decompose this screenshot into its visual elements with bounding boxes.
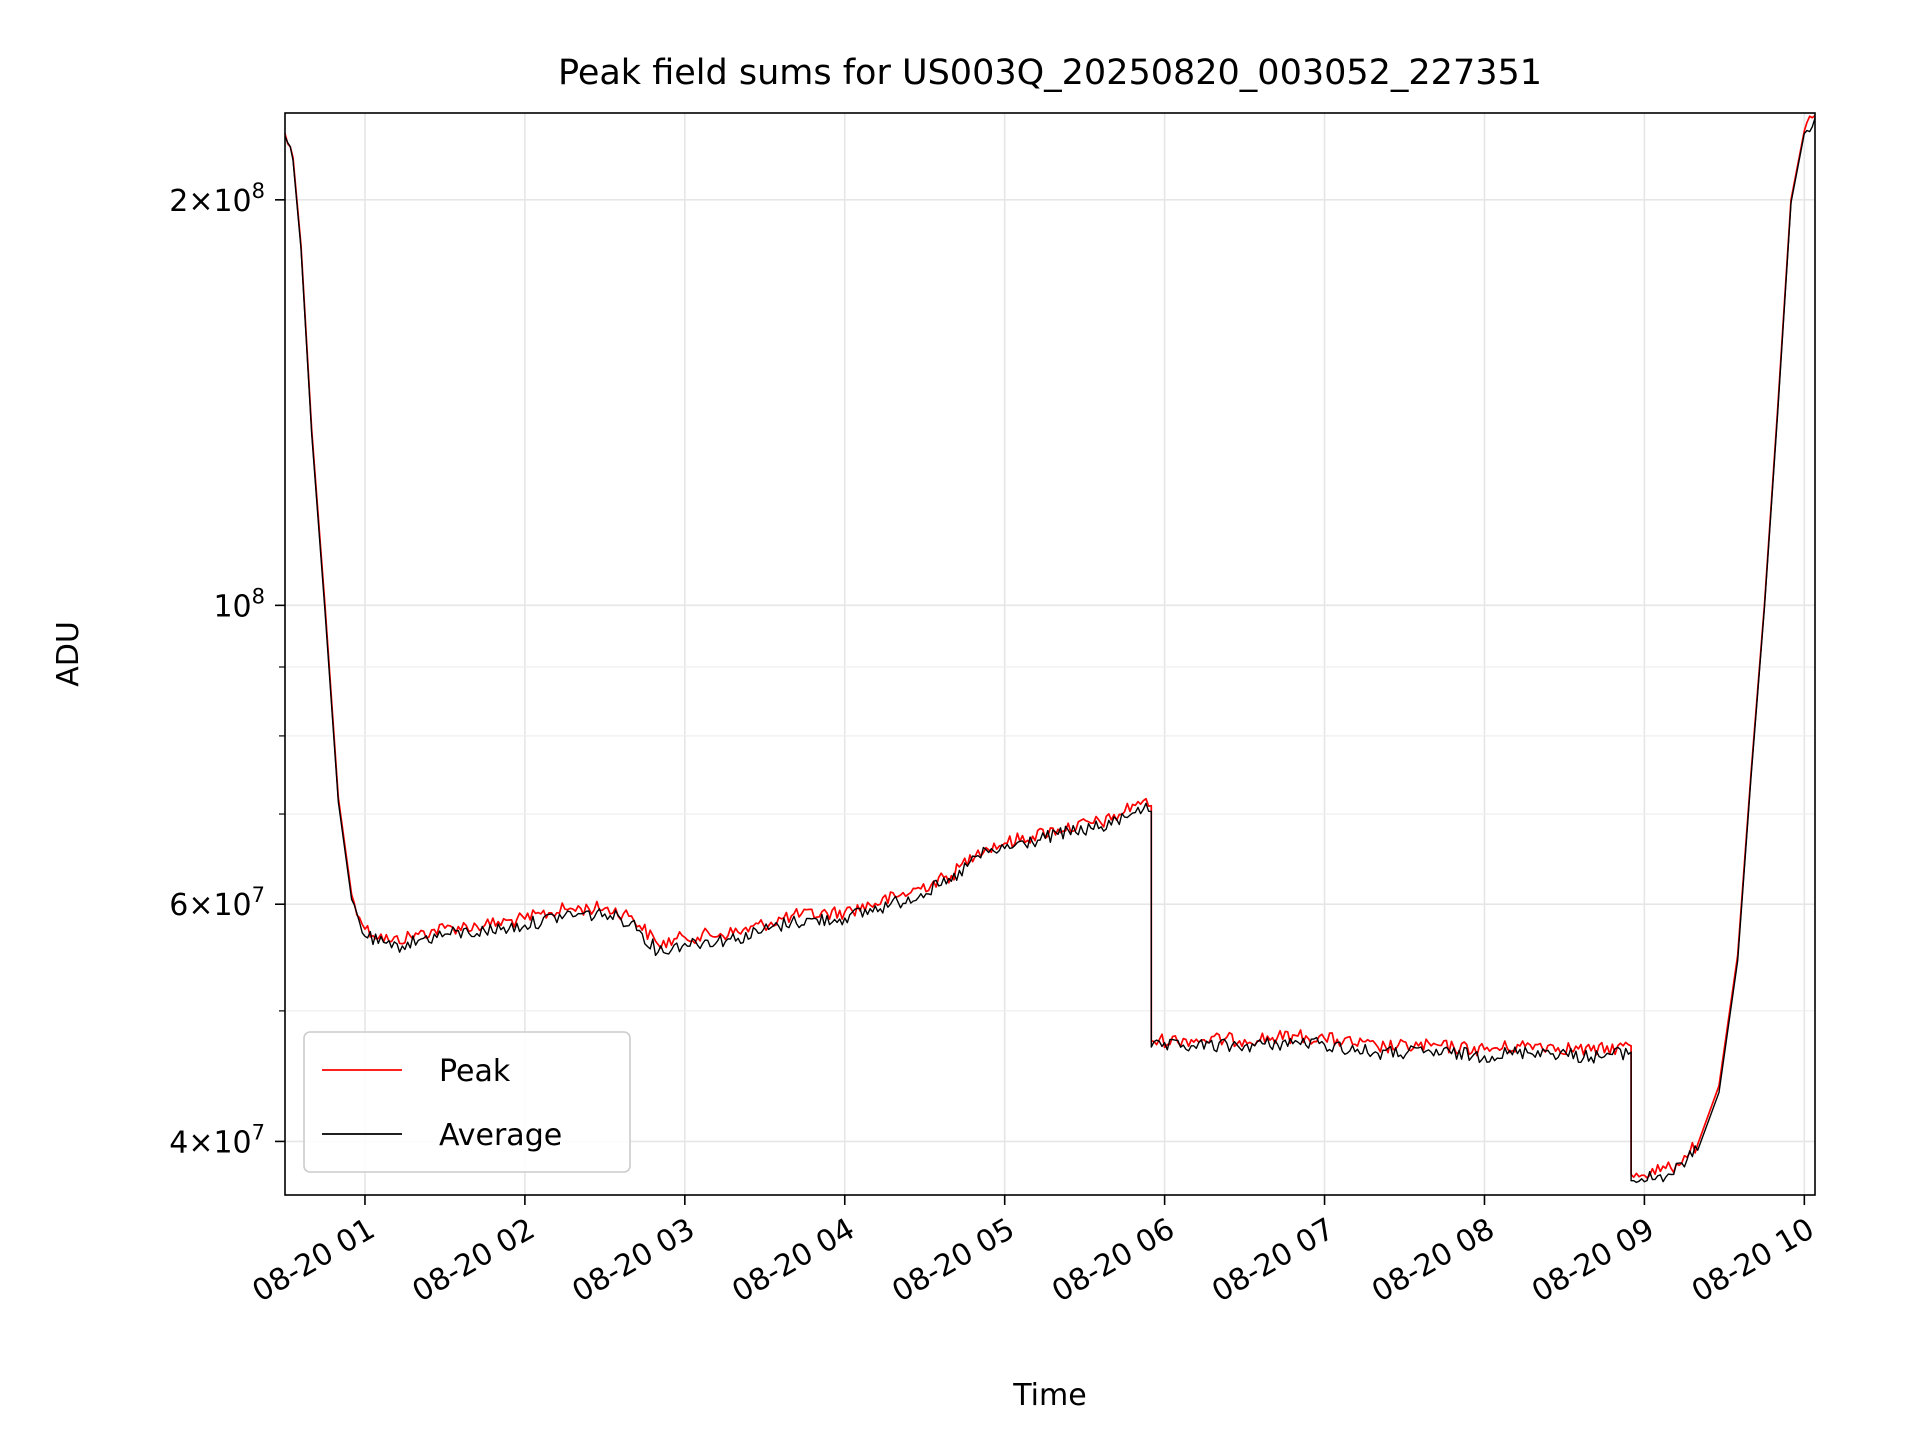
legend-label-peak: Peak <box>439 1054 511 1089</box>
grid <box>285 113 1815 1195</box>
series-layer <box>284 114 1816 1184</box>
y-axis-label: ADU <box>51 621 86 687</box>
y-tick-base: 10 <box>213 589 251 624</box>
legend: Peak Average <box>303 1031 631 1173</box>
y-tick-label: 4×107 <box>169 1120 265 1160</box>
y-tick-exponent: 7 <box>252 883 265 907</box>
chart-title: Peak field sums for US003Q_20250820_0030… <box>558 53 1542 93</box>
y-tick-label: 2×108 <box>169 179 265 219</box>
y-tick-base: ×10 <box>188 1125 251 1160</box>
series-line-peak <box>284 114 1816 1179</box>
y-tick-base: ×10 <box>188 888 251 923</box>
series-line-average <box>284 117 1816 1184</box>
y-tick-exponent: 8 <box>252 179 265 203</box>
y-tick-mantissa: 6 <box>169 888 188 923</box>
y-tick-mantissa: 2 <box>169 184 188 219</box>
y-tick-exponent: 7 <box>252 1120 265 1144</box>
y-tick-exponent: 8 <box>252 584 265 608</box>
legend-box <box>303 1031 631 1173</box>
y-tick-label: 108 <box>213 584 265 624</box>
legend-label-average: Average <box>439 1118 562 1153</box>
y-tick-label: 6×107 <box>169 883 265 923</box>
y-tick-base: ×10 <box>188 184 251 219</box>
x-axis-label: Time <box>1012 1378 1086 1413</box>
plot-frame <box>284 112 1816 1196</box>
y-tick-mantissa: 4 <box>169 1125 188 1160</box>
